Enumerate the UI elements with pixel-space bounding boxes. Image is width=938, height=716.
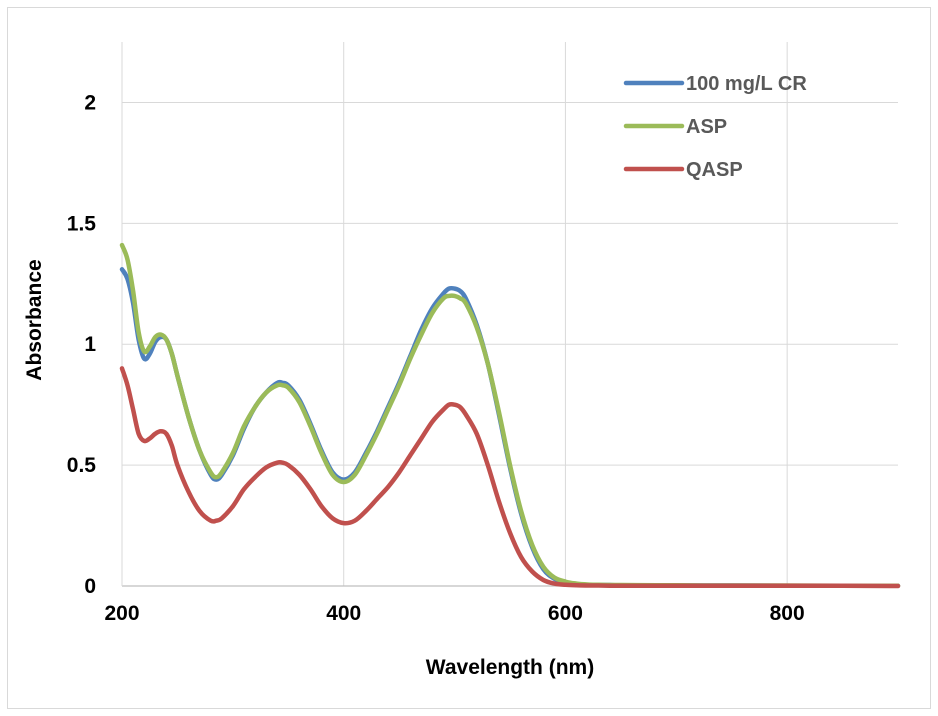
axes [121,42,898,587]
legend-label: ASP [686,116,727,138]
series-line-qasp [119,366,901,589]
x-tick-label: 200 [104,602,139,625]
series-line-asp [119,242,901,589]
series-lines [119,242,901,589]
y-axis-title: Absorbance [23,259,46,380]
x-tick-label: 400 [326,602,361,625]
absorbance-chart: 0 0.5 1 1.5 2 200 400 600 800 Wavelength (nm) Ab… [23,42,901,679]
gridlines [122,42,898,586]
legend-label: 100 mg/L CR [686,73,807,95]
legend: 100 mg/L CR ASP QASP [623,73,807,181]
y-tick-label: 0 [84,575,96,598]
y-tick-label: 0.5 [67,454,97,477]
x-tick-label: 800 [770,602,805,625]
tick-labels: 0 0.5 1 1.5 2 200 400 600 800 [67,91,805,625]
legend-label: QASP [686,159,743,181]
y-tick-label: 1 [84,333,96,356]
x-axis-title: Wavelength (nm) [426,656,594,679]
x-tick-label: 600 [548,602,583,625]
chart-frame: 0 0.5 1 1.5 2 200 400 600 800 Wavelength (nm) Ab… [7,7,931,709]
y-tick-label: 1.5 [67,212,97,235]
y-tick-label: 2 [84,91,96,114]
